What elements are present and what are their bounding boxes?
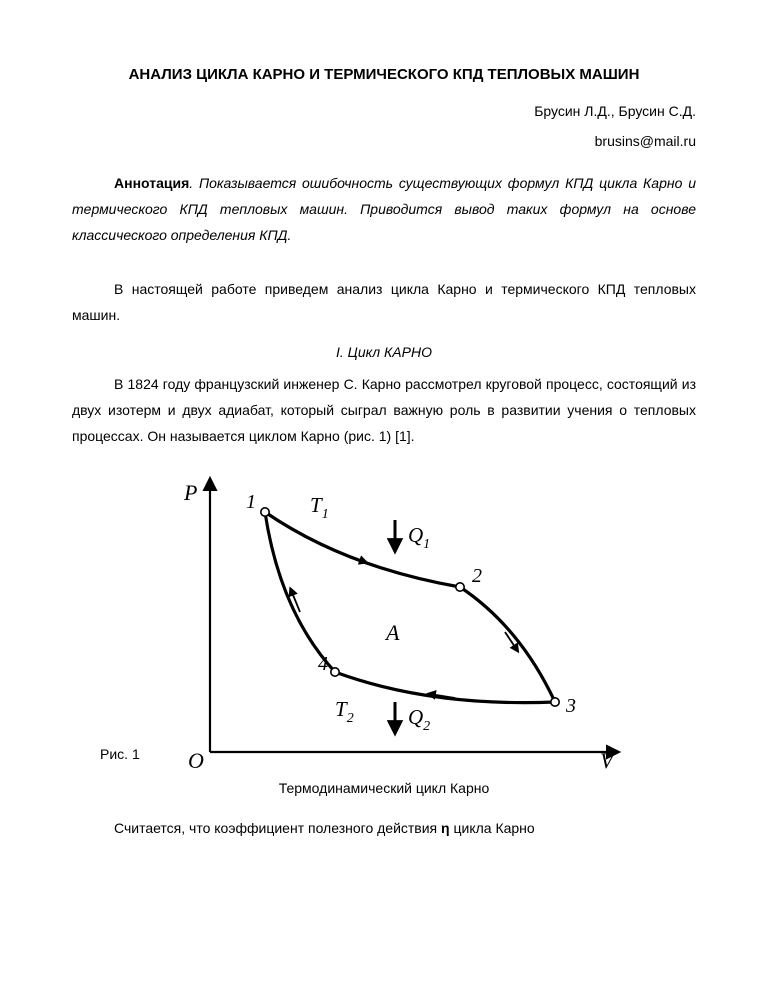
dir-arrow-12 bbox=[345, 555, 365, 562]
q2-label: Q2 bbox=[408, 705, 430, 734]
section-1-text: В 1824 году французский инженер С. Карно… bbox=[72, 376, 696, 444]
intro-paragraph: В настоящей работе приведем анализ цикла… bbox=[72, 277, 696, 329]
curve-2-3 bbox=[460, 587, 555, 702]
node-3 bbox=[551, 698, 559, 706]
eta-symbol: η bbox=[441, 820, 450, 836]
page: АНАЛИЗ ЦИКЛА КАРНО И ТЕРМИЧЕСКОГО КПД ТЕ… bbox=[0, 0, 768, 882]
node-2-label: 2 bbox=[472, 565, 482, 587]
paper-title: АНАЛИЗ ЦИКЛА КАРНО И ТЕРМИЧЕСКОГО КПД ТЕ… bbox=[72, 64, 696, 85]
abstract-label: Аннотация bbox=[114, 175, 189, 191]
axis-label-p: P bbox=[183, 480, 197, 505]
figure-1: Рис. 1 bbox=[100, 472, 696, 772]
node-1 bbox=[261, 508, 269, 516]
closing-after: цикла Карно bbox=[450, 820, 535, 836]
curve-1-2 bbox=[265, 512, 460, 587]
closing-paragraph: Считается, что коэффициент полезного дей… bbox=[72, 816, 696, 842]
intro-text: В настоящей работе приведем анализ цикла… bbox=[72, 281, 696, 323]
figure-caption: Термодинамический цикл Карно bbox=[72, 780, 696, 796]
closing-before: Считается, что коэффициент полезного дей… bbox=[114, 820, 441, 836]
carnot-diagram: P V O 1 2 3 4 T1 T2 Q1 Q2 A bbox=[160, 472, 630, 772]
curve-3-4 bbox=[335, 672, 555, 703]
node-4 bbox=[331, 668, 339, 676]
node-3-label: 3 bbox=[565, 695, 576, 717]
section-1-body: В 1824 году французский инженер С. Карно… bbox=[72, 372, 696, 450]
node-1-label: 1 bbox=[246, 491, 256, 513]
node-2 bbox=[456, 583, 464, 591]
email-line: brusins@mail.ru bbox=[72, 133, 696, 149]
node-4-label: 4 bbox=[318, 653, 328, 675]
area-a-label: A bbox=[384, 620, 400, 645]
origin-label: O bbox=[188, 748, 204, 772]
t1-label: T1 bbox=[310, 493, 329, 522]
authors-line: Брусин Л.Д., Брусин С.Д. bbox=[72, 103, 696, 119]
q1-label: Q1 bbox=[408, 523, 430, 552]
abstract-paragraph: Аннотация. Показывается ошибочность суще… bbox=[72, 171, 696, 249]
curve-4-1 bbox=[265, 512, 335, 672]
figure-label: Рис. 1 bbox=[100, 746, 140, 772]
section-1-heading: I. Цикл КАРНО bbox=[72, 344, 696, 360]
t2-label: T2 bbox=[335, 697, 354, 726]
